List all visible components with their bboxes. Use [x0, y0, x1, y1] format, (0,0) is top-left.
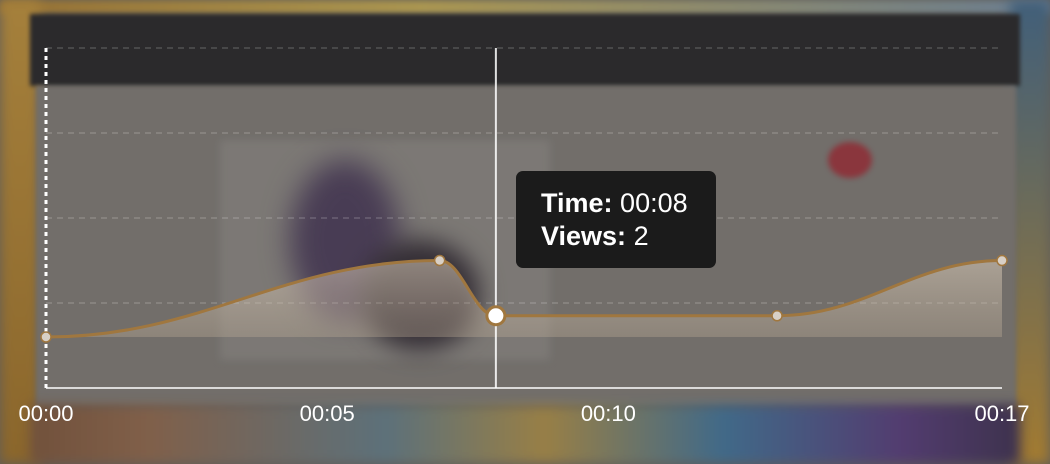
- series-area: [46, 260, 1002, 337]
- active-data-point[interactable]: [485, 305, 507, 327]
- data-point[interactable]: [771, 310, 783, 322]
- background-topbar: [30, 14, 1020, 86]
- background-red-button: [828, 142, 872, 178]
- background-thumbnail-strip: [30, 405, 1020, 464]
- tooltip-time-label: Time:: [541, 188, 613, 218]
- tooltip-views-label: Views:: [541, 221, 627, 251]
- data-point[interactable]: [40, 331, 52, 343]
- x-tick-label: 00:17: [974, 401, 1029, 426]
- hover-tooltip: Time: 00:08 Views: 2: [516, 171, 716, 268]
- series-points: [40, 254, 1008, 343]
- tooltip-views-row: Views: 2: [541, 220, 716, 253]
- tooltip-time-row: Time: 00:08: [541, 187, 716, 220]
- data-point[interactable]: [433, 254, 446, 267]
- x-tick-label: 00:00: [18, 401, 73, 426]
- x-tick-labels: 00:00 00:05 00:10 00:17: [18, 401, 1029, 426]
- x-tick-label: 00:05: [300, 401, 355, 426]
- tooltip-time-value: 00:08: [620, 188, 688, 218]
- data-point[interactable]: [996, 254, 1008, 267]
- x-tick-label: 00:10: [581, 401, 636, 426]
- background-frame-top: [0, 0, 1050, 14]
- tooltip-views-value: 2: [633, 221, 649, 251]
